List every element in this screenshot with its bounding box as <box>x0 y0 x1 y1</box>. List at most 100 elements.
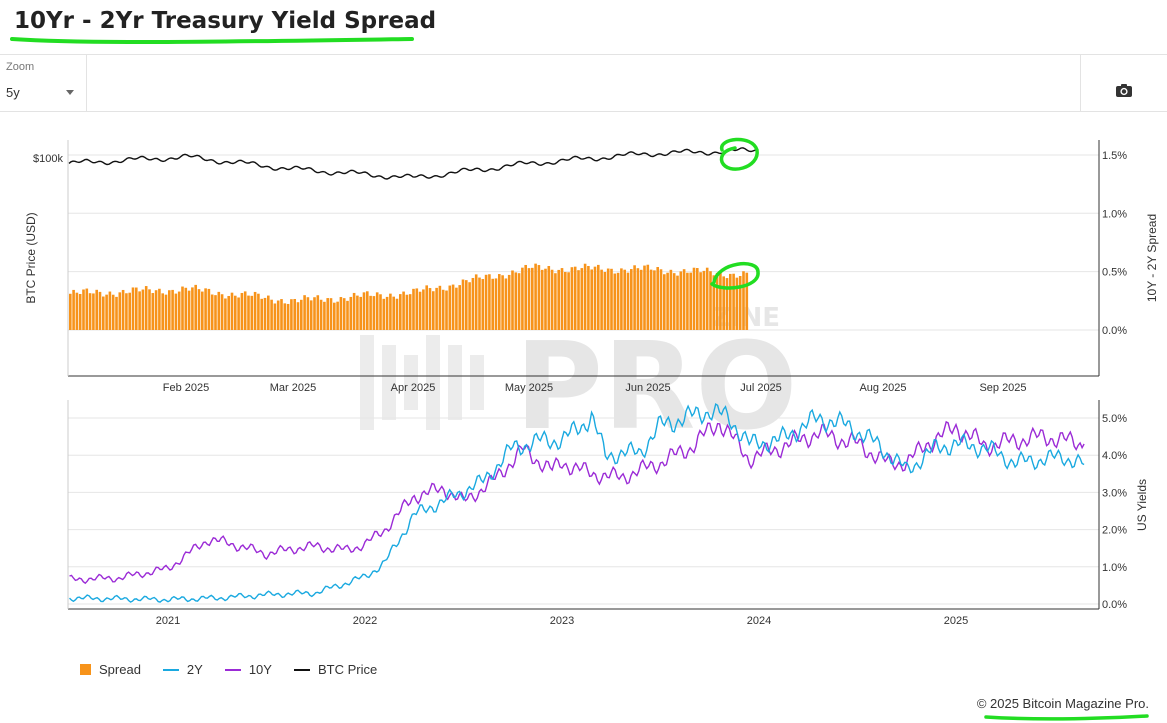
legend-item-2y[interactable]: 2Y <box>162 662 203 677</box>
btc-price-line <box>68 147 757 180</box>
spread-bar <box>587 265 590 330</box>
spread-bar <box>491 278 494 330</box>
spread-bar <box>719 271 722 330</box>
spread-bar <box>171 289 174 330</box>
spread-bar <box>610 268 613 330</box>
spread-bar <box>458 285 461 330</box>
spread-bar <box>666 272 669 330</box>
spread-bar <box>418 291 422 330</box>
spread-bar <box>507 274 511 330</box>
spread-bar <box>243 291 247 330</box>
spread-bar <box>679 271 683 330</box>
spread-bar <box>290 299 293 330</box>
spread-bar <box>580 268 584 330</box>
spread-bar <box>715 272 719 330</box>
spread-bar <box>303 295 306 330</box>
spread-bar <box>319 299 323 330</box>
spread-bar <box>471 277 475 330</box>
zoom-value[interactable]: 5y <box>6 85 20 100</box>
copyright: © 2025 Bitcoin Magazine Pro. <box>976 696 1149 711</box>
spread-bar <box>148 289 151 330</box>
spread-bar <box>649 269 653 330</box>
spread-bar <box>224 298 227 330</box>
spread-bar <box>78 294 82 330</box>
spread-bar <box>118 292 122 330</box>
legend-item-btc-price[interactable]: BTC Price <box>293 662 378 677</box>
legend-item-spread[interactable]: Spread <box>80 662 141 677</box>
zoom-select[interactable]: Zoom 5y <box>0 55 87 111</box>
spread-bar <box>263 297 267 330</box>
spread-bar <box>253 291 257 330</box>
x-tick-label-top: Apr 2025 <box>391 382 436 394</box>
spread-bar <box>550 269 554 330</box>
spread-bar <box>108 291 112 330</box>
spread-bar <box>501 275 504 330</box>
spread-bar <box>158 288 161 330</box>
spread-bar <box>445 290 448 330</box>
watermark-text: PRO <box>515 318 797 457</box>
spread-bar <box>504 278 508 330</box>
spread-bar <box>82 289 85 330</box>
spread-bar <box>220 294 224 330</box>
spread-bar <box>560 268 564 330</box>
spread-bar <box>191 287 194 330</box>
spread-bar <box>395 298 399 330</box>
spread-bar <box>329 298 333 330</box>
screenshot-button[interactable] <box>1080 55 1167 111</box>
spread-bar <box>280 299 283 330</box>
spread-bar <box>633 265 636 330</box>
camera-icon[interactable] <box>1115 83 1133 98</box>
legend-swatch-10y <box>224 668 241 671</box>
spread-bar <box>672 273 676 330</box>
legend: Spread 2Y 10Y BTC Price <box>80 662 377 677</box>
spread-bar <box>577 270 580 330</box>
spread-bar <box>415 288 419 330</box>
spread-bar <box>643 265 646 330</box>
spread-bar <box>567 272 570 330</box>
spread-bar <box>597 264 600 330</box>
x-tick-label-top: Sep 2025 <box>979 382 1026 394</box>
chevron-down-icon[interactable] <box>66 90 74 95</box>
spread-bar <box>389 293 392 330</box>
legend-item-10y[interactable]: 10Y <box>224 662 272 677</box>
spread-bar <box>474 274 478 330</box>
legend-label-btc: BTC Price <box>317 662 378 677</box>
spread-bar <box>465 280 468 330</box>
spread-bar <box>260 298 263 330</box>
spread-bar <box>214 295 217 330</box>
spread-bar <box>441 289 445 330</box>
watermark-logo-bar <box>448 345 462 420</box>
spread-bar <box>154 290 158 330</box>
spread-bar <box>600 269 603 330</box>
spread-bar <box>498 274 501 330</box>
spread-bar <box>177 291 181 330</box>
spread-bar <box>564 271 567 330</box>
x-tick-label-top: Jun 2025 <box>625 382 670 394</box>
legend-swatch-spread <box>80 664 91 675</box>
x-tick-label-top: May 2025 <box>505 382 553 394</box>
copyright-highlight-underline <box>984 714 1149 721</box>
watermark-logo-bar <box>360 335 374 430</box>
spread-bar <box>105 294 108 330</box>
x-tick-label-bottom: 2022 <box>353 615 377 627</box>
spread-bar <box>240 292 244 330</box>
spread-bar <box>352 292 356 330</box>
spread-bar <box>366 291 369 330</box>
spread-bar <box>593 266 597 330</box>
spread-bar <box>616 272 620 330</box>
spread-bar <box>639 269 643 330</box>
spread-bar <box>603 272 607 330</box>
spread-bar <box>201 291 204 330</box>
spread-bar <box>620 268 623 330</box>
spread-bar <box>527 268 531 330</box>
spread-bar <box>705 267 709 330</box>
right-axis-title-top: 10Y - 2Y Spread <box>1145 214 1159 302</box>
watermark-logo-bar <box>470 355 484 410</box>
spread-bar <box>583 263 587 330</box>
spread-bar <box>349 296 353 330</box>
spread-bar <box>88 293 92 330</box>
spread-bar <box>630 269 633 330</box>
spread-bar <box>405 294 409 330</box>
spread-bar <box>141 289 145 330</box>
spread-bar <box>75 292 79 330</box>
